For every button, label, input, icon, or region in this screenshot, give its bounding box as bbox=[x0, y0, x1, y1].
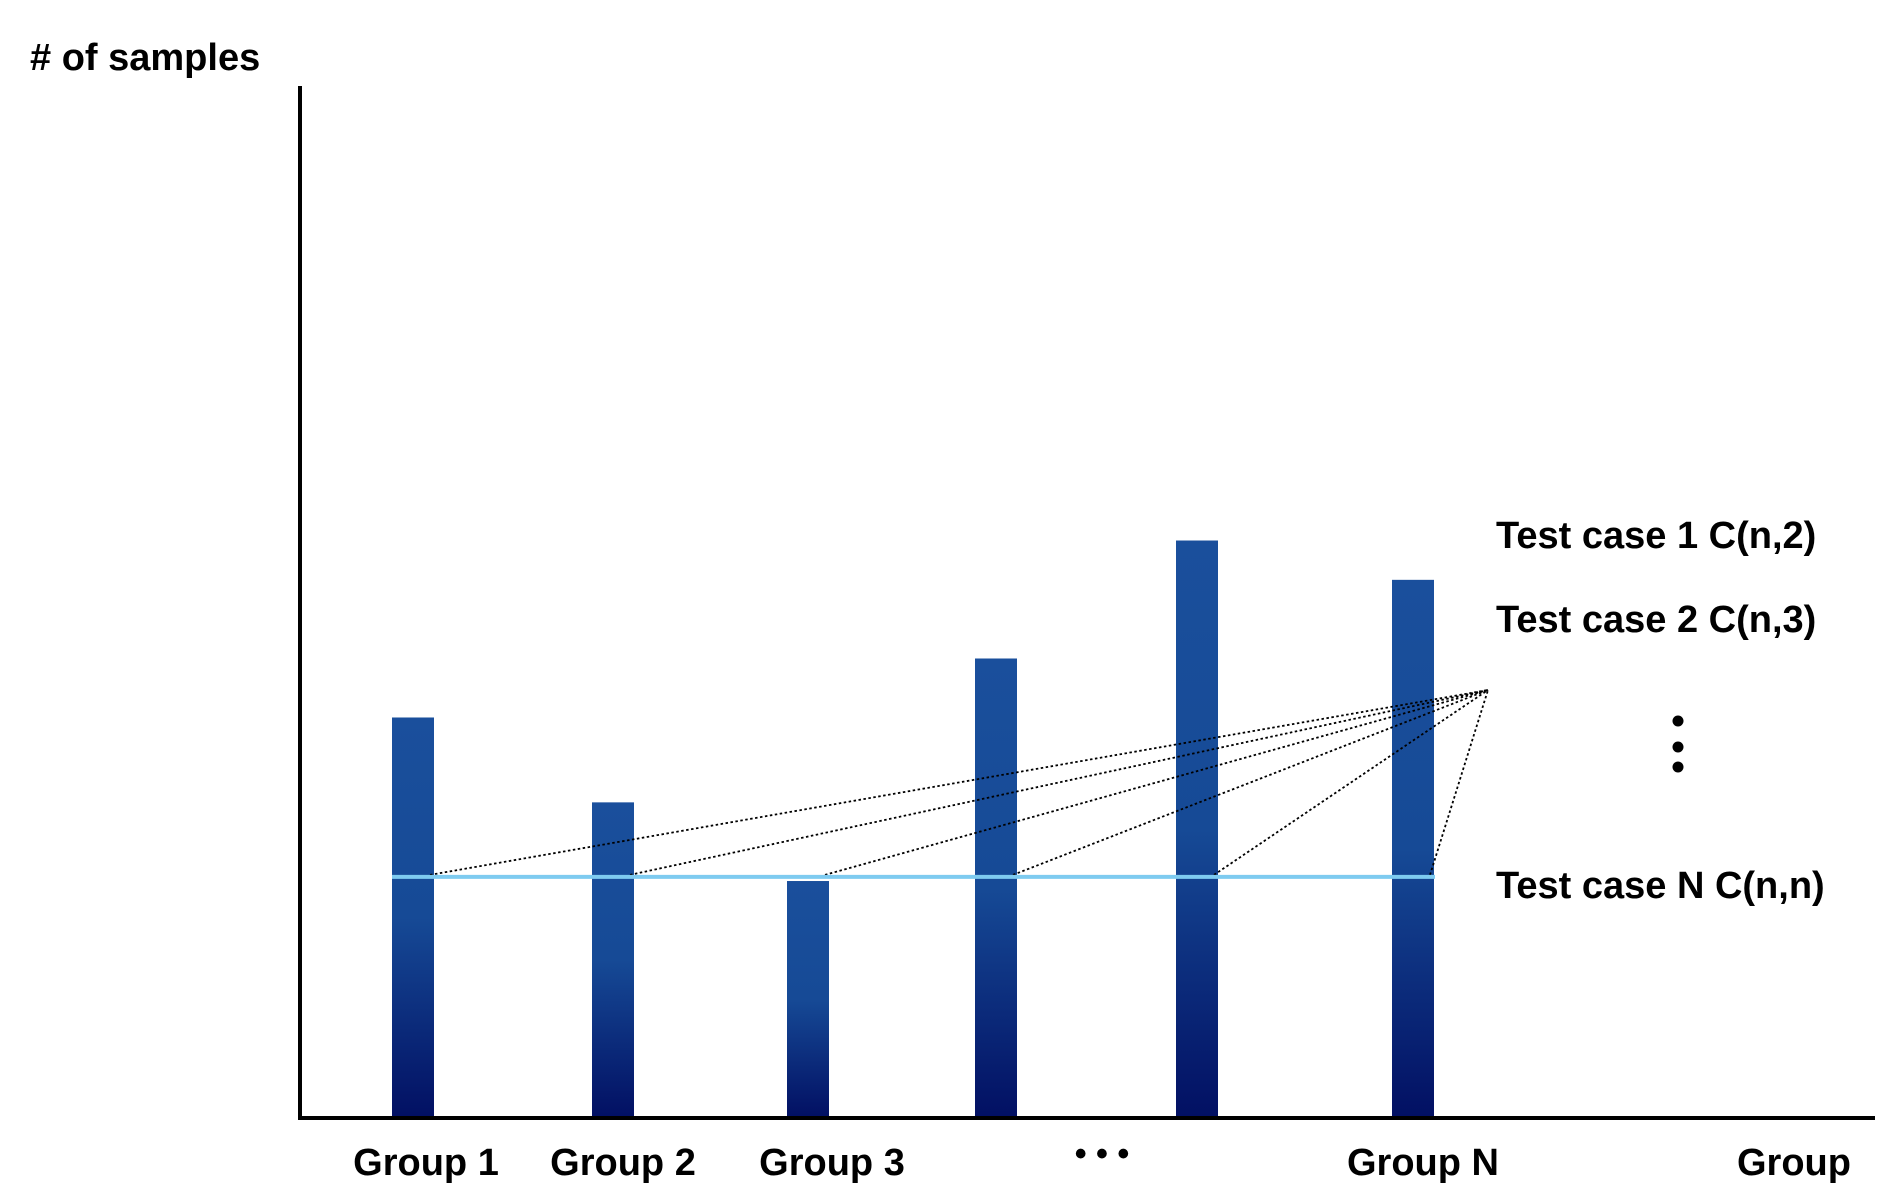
group-labels: Group 1 Group 2 Group 3 Group N bbox=[353, 1142, 1499, 1184]
bar-group-6 bbox=[1392, 579, 1434, 1117]
group-label-1: Group 1 bbox=[353, 1142, 499, 1184]
test-case-2-label: Test case 2 C(n,3) bbox=[1496, 599, 1816, 641]
bar-group-1 bbox=[392, 717, 434, 1117]
test-case-n-label: Test case N C(n,n) bbox=[1496, 865, 1825, 907]
y-axis-label: # of samples bbox=[30, 37, 260, 79]
connector-line-2 bbox=[629, 689, 1489, 876]
bar-group-2 bbox=[592, 802, 634, 1117]
bar-group-3 bbox=[787, 881, 829, 1117]
vertical-ellipsis-icon bbox=[1672, 715, 1684, 773]
connectors bbox=[429, 689, 1489, 876]
ellipsis-label: • • • bbox=[1075, 1135, 1130, 1173]
bar-group-5 bbox=[1176, 540, 1218, 1117]
group-label-3: Group 3 bbox=[759, 1142, 905, 1184]
test-case-1-label: Test case 1 C(n,2) bbox=[1496, 515, 1816, 557]
x-axis-label: Group bbox=[1737, 1142, 1851, 1184]
connector-line-3 bbox=[824, 689, 1489, 876]
bars bbox=[392, 540, 1434, 1117]
group-label-6: Group N bbox=[1347, 1142, 1499, 1184]
connector-line-5 bbox=[1213, 689, 1489, 876]
bar-group-4 bbox=[975, 658, 1017, 1117]
connector-line-6 bbox=[1429, 689, 1489, 876]
connector-line-1 bbox=[429, 689, 1489, 876]
group-label-2: Group 2 bbox=[550, 1142, 696, 1184]
